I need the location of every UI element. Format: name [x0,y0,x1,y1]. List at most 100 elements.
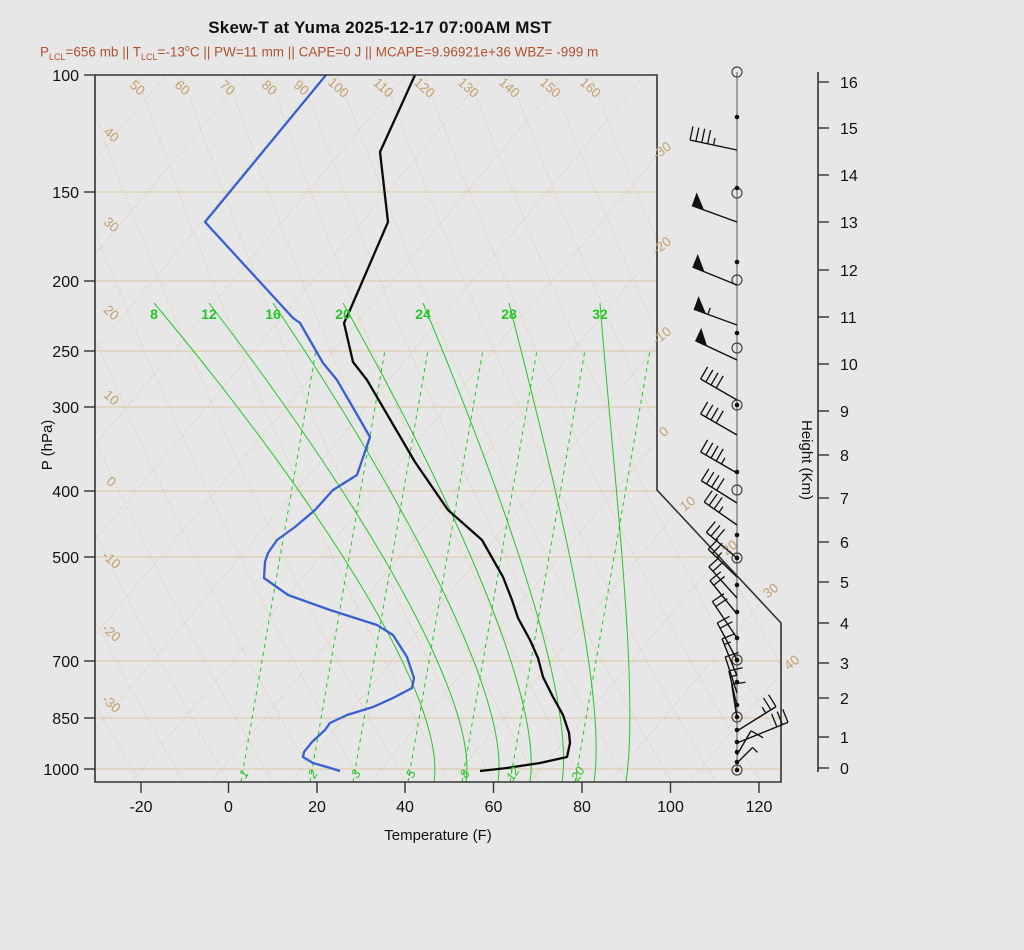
wind-barb-shaft [708,566,738,599]
wind-level-circle [731,764,743,776]
wind-level-circle [731,552,743,564]
pressure-tick-label: 100 [52,68,79,85]
wind-barb-tick [700,439,709,453]
wind-level-dot [734,185,740,191]
temperature-tick-label: -20 [129,799,152,816]
dry-adiabat-label-top: 130 [455,75,482,101]
height-tick-label: 8 [840,448,849,465]
wind-barb [700,439,738,474]
height-tick-label: 3 [840,656,849,673]
wind-barb-flag [691,192,705,211]
wind-barb-half-tick [724,641,731,646]
wind-barb-shaft [703,501,738,526]
wind-barb-tick [713,497,723,510]
wind-barb-half-tick [761,706,767,714]
wind-barb-shaft [730,684,738,719]
param-seg3: C || PW=11 mm || CAPE=0 J || MCAPE=9.969… [189,44,599,60]
wind-barb-tick [712,593,725,603]
wind-barb [724,651,739,694]
temperature-tick-label: 120 [746,799,773,816]
dry-adiabat-line [589,75,781,782]
wind-barb-half-tick [720,457,726,465]
dry-adiabat-label-left: 10 [101,387,122,408]
wind-barb-shaft [693,308,738,326]
dry-adiabat-label-left: 30 [101,214,122,235]
wind-barb-tick [712,542,723,554]
wind-barb-tick [700,401,709,415]
mixing-ratio-label: 12 [503,764,522,783]
temperature-tick-label: 0 [224,799,233,816]
dry-adiabat-label-left: 40 [101,124,122,145]
param-seg2: =-13 [157,44,185,60]
dry-adiabat-line [268,75,584,782]
moist-adiabat-line [508,302,597,782]
moist-adiabat-label: 24 [415,306,431,322]
wind-barb-tick [782,709,789,723]
dry-adiabat-label-top: 140 [496,75,523,101]
wind-barb [695,327,738,361]
temperature-tick-label: 80 [573,799,591,816]
height-tick-label: 15 [840,121,858,138]
dry-adiabat-label-top: 60 [172,77,193,98]
dry-adiabat-line [95,75,141,782]
wind-barb-tick [719,621,733,629]
dry-adiabat-label-top: 90 [291,77,312,98]
wind-barb [708,556,738,599]
wind-barb-tick [768,694,777,707]
param-t-sub: LCL [140,52,158,63]
wind-barb [689,126,738,151]
moist-adiabat-line [153,302,436,782]
isotherm-line [95,75,406,782]
dry-adiabat-line [423,75,762,782]
wind-barb-tick [709,571,722,582]
moist-adiabat-label: 12 [201,306,217,322]
isotherm-label-right: 0 [656,423,671,439]
param-seg1: =656 mb || T [65,44,141,60]
mixing-ratio-line [309,349,386,782]
wind-barb-shaft [700,413,738,436]
wind-barb-tick [705,521,716,533]
height-tick-label: 16 [840,75,858,92]
pressure-tick-label: 400 [52,484,79,501]
dry-adiabat-line [95,75,318,782]
wind-barb-tick [705,442,714,456]
wind-level-dot [734,330,740,336]
dry-adiabat-line [136,75,451,782]
wind-barb-tick [695,127,700,142]
wind-barb-tick [707,129,712,144]
plot-border [94,74,782,783]
wind-barb [736,746,758,764]
isotherm-line [609,75,781,782]
wind-barb [736,730,764,756]
wind-barb-shaft [709,580,738,615]
wind-barb-shaft [736,706,777,732]
isotherm-line [95,75,646,782]
mixing-ratio-line [574,349,651,782]
wind-barb-tick [705,369,714,383]
wind-barb-tick [776,711,784,725]
temperature-tick-label: 40 [396,799,414,816]
wind-barb-tick [712,561,724,572]
wind-barb [691,192,738,223]
wind-barb-tick [721,633,736,640]
wind-barb [730,681,746,719]
height-tick-label: 13 [840,215,858,232]
mixing-ratio-line [240,349,317,782]
dry-adiabat-line [467,75,781,782]
wind-barb [700,366,738,401]
temperature-axis-title: Temperature (F) [384,827,492,844]
dry-adiabat-label-top: 160 [577,75,604,101]
wind-barb [709,571,738,615]
moist-adiabat-line [208,302,468,782]
moist-adiabat-label: 8 [150,306,158,322]
wind-barb-tick [710,445,719,459]
mixing-ratio-line [461,349,538,782]
moist-adiabat-label: 16 [265,306,281,322]
isotherm-line [95,75,167,782]
moist-adiabat-line [422,302,565,782]
dry-adiabat-line [95,75,362,782]
temperature-tick-label: 20 [308,799,326,816]
mixing-ratio-line [352,349,429,782]
